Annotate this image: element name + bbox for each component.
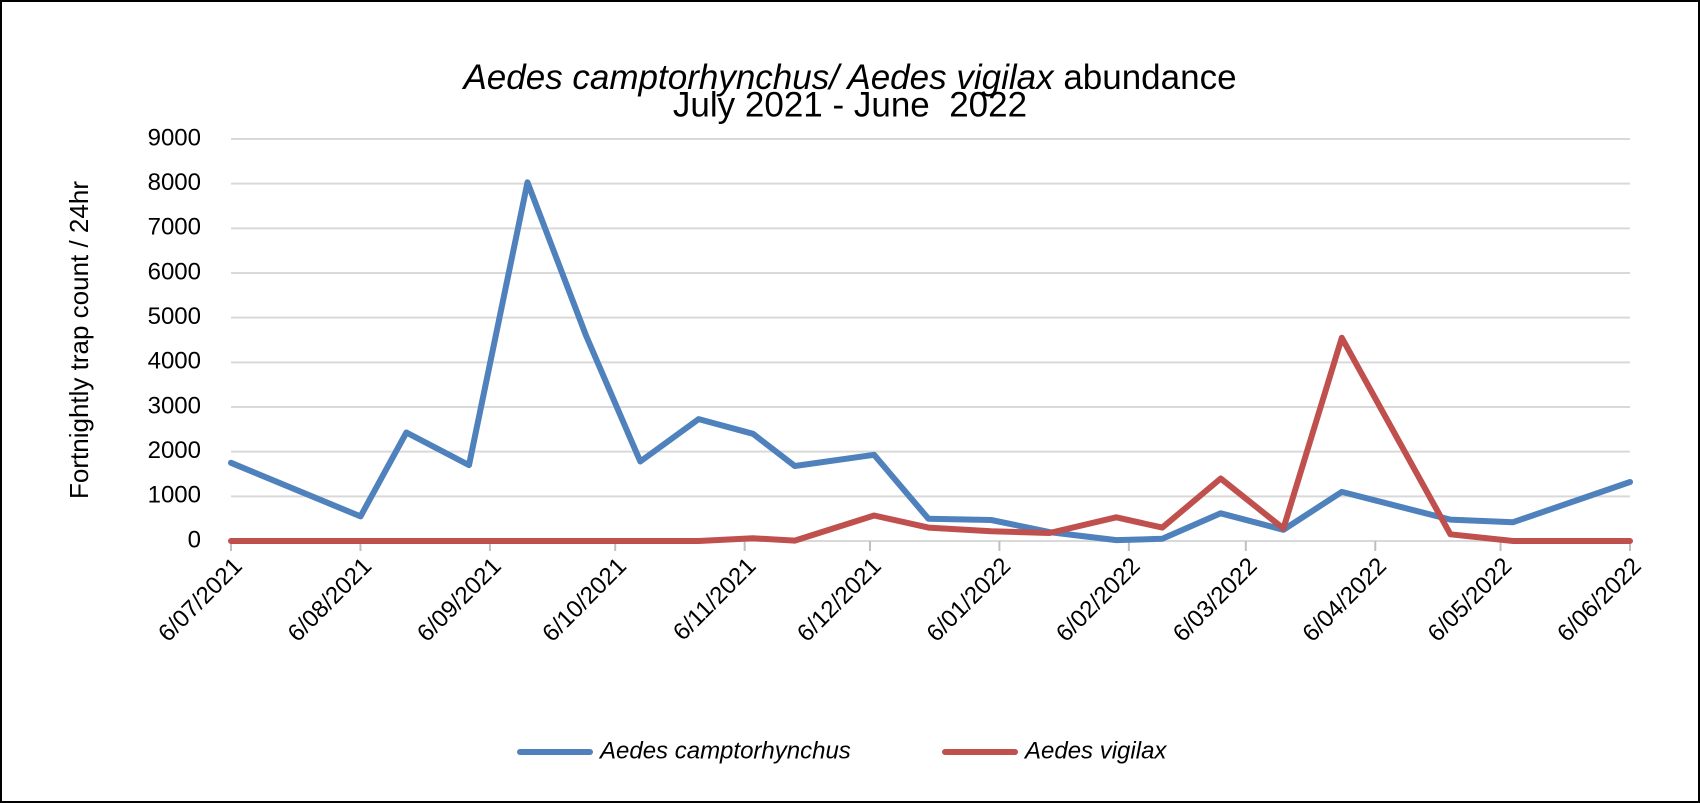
y-axis-label: Fortnightly trap count / 24hr — [64, 181, 94, 499]
series-line — [228, 179, 1633, 544]
y-tick-label: 7000 — [148, 214, 201, 241]
y-tick-label: 8000 — [148, 169, 201, 196]
y-tick-label: 1000 — [148, 482, 201, 509]
y-tick-label: 2000 — [148, 437, 201, 464]
title-plain: abundance — [1054, 58, 1237, 97]
y-tick-label: 0 — [188, 526, 201, 553]
y-tick-label: 4000 — [148, 348, 201, 375]
y-tick-label: 9000 — [148, 124, 201, 151]
y-tick-label: 3000 — [148, 392, 201, 419]
chart-subtitle: July 2021 - June 2022 — [673, 85, 1027, 124]
legend-label: Aedes camptorhynchus — [598, 737, 851, 764]
series-line — [228, 334, 1633, 544]
y-tick-label: 6000 — [148, 258, 201, 285]
chart-title: Aedes camptorhynchus/ Aedes vigilax abun… — [461, 58, 1236, 97]
y-tick-label: 5000 — [148, 303, 201, 330]
legend-label: Aedes vigilax — [1023, 737, 1167, 764]
title-italic: Aedes camptorhynchus/ Aedes vigilax — [461, 58, 1055, 97]
